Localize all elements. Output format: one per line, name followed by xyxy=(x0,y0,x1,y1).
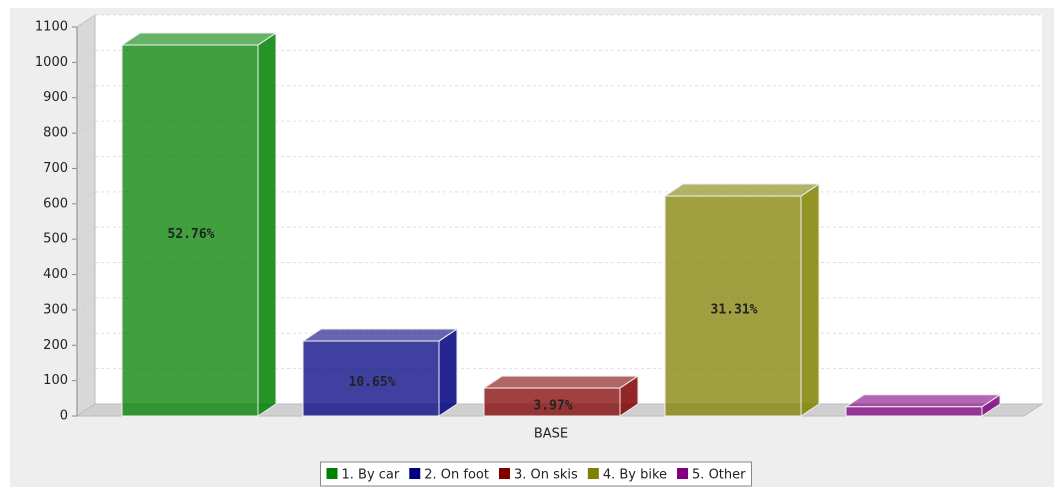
y-tick-label: 600 xyxy=(43,196,68,211)
bar-top xyxy=(663,183,821,197)
bar xyxy=(483,387,621,417)
grid-line xyxy=(76,191,96,205)
bar-top xyxy=(301,328,459,342)
bar xyxy=(845,406,983,417)
y-tick-label: 900 xyxy=(43,90,68,105)
grid-line xyxy=(76,226,96,240)
legend-label: 4. By bike xyxy=(603,468,667,483)
legend-swatch xyxy=(587,468,599,479)
grid-line xyxy=(76,368,96,382)
bar xyxy=(302,340,440,417)
bar-top xyxy=(120,32,278,46)
bar xyxy=(664,195,802,417)
y-tick-label: 500 xyxy=(43,232,68,247)
grid-line xyxy=(76,14,96,28)
legend-swatch xyxy=(409,468,421,479)
legend-label: 3. On skis xyxy=(514,468,578,483)
y-tick-label: 1000 xyxy=(35,55,68,70)
legend-label: 1. By car xyxy=(342,468,400,483)
value-label: 10.65% xyxy=(349,375,396,390)
legend-swatch xyxy=(326,468,338,479)
legend-swatch xyxy=(498,468,510,479)
y-tick-label: 100 xyxy=(43,373,68,388)
grid-line xyxy=(76,120,96,134)
y-tick-label: 200 xyxy=(43,338,68,353)
grid-line xyxy=(76,262,96,275)
value-label: 3.97% xyxy=(533,399,572,414)
legend-label: 2. On foot xyxy=(424,468,489,483)
bar-side xyxy=(438,328,458,417)
value-label: 52.76% xyxy=(168,227,215,242)
grid-line xyxy=(76,156,96,169)
legend-swatch xyxy=(677,468,689,479)
y-tick-label: 400 xyxy=(43,267,68,282)
left-wall xyxy=(76,14,96,417)
grid-line xyxy=(76,85,96,99)
y-tick-label: 300 xyxy=(43,302,68,317)
grid-line xyxy=(76,297,96,311)
bar-side xyxy=(257,32,277,417)
grid-line xyxy=(76,49,96,63)
bar-top xyxy=(482,375,640,389)
bar-side xyxy=(800,183,820,417)
grid-line xyxy=(76,332,96,346)
y-tick-label: 800 xyxy=(43,126,68,141)
y-tick-label: 1100 xyxy=(35,20,68,35)
x-tick-label: BASE xyxy=(534,427,568,442)
y-tick-label: 700 xyxy=(43,161,68,176)
legend-label: 5. Other xyxy=(692,468,746,483)
bar-top xyxy=(844,394,1002,408)
value-label: 31.31% xyxy=(711,303,758,318)
y-tick-label: 0 xyxy=(60,409,68,424)
bar xyxy=(121,44,259,417)
